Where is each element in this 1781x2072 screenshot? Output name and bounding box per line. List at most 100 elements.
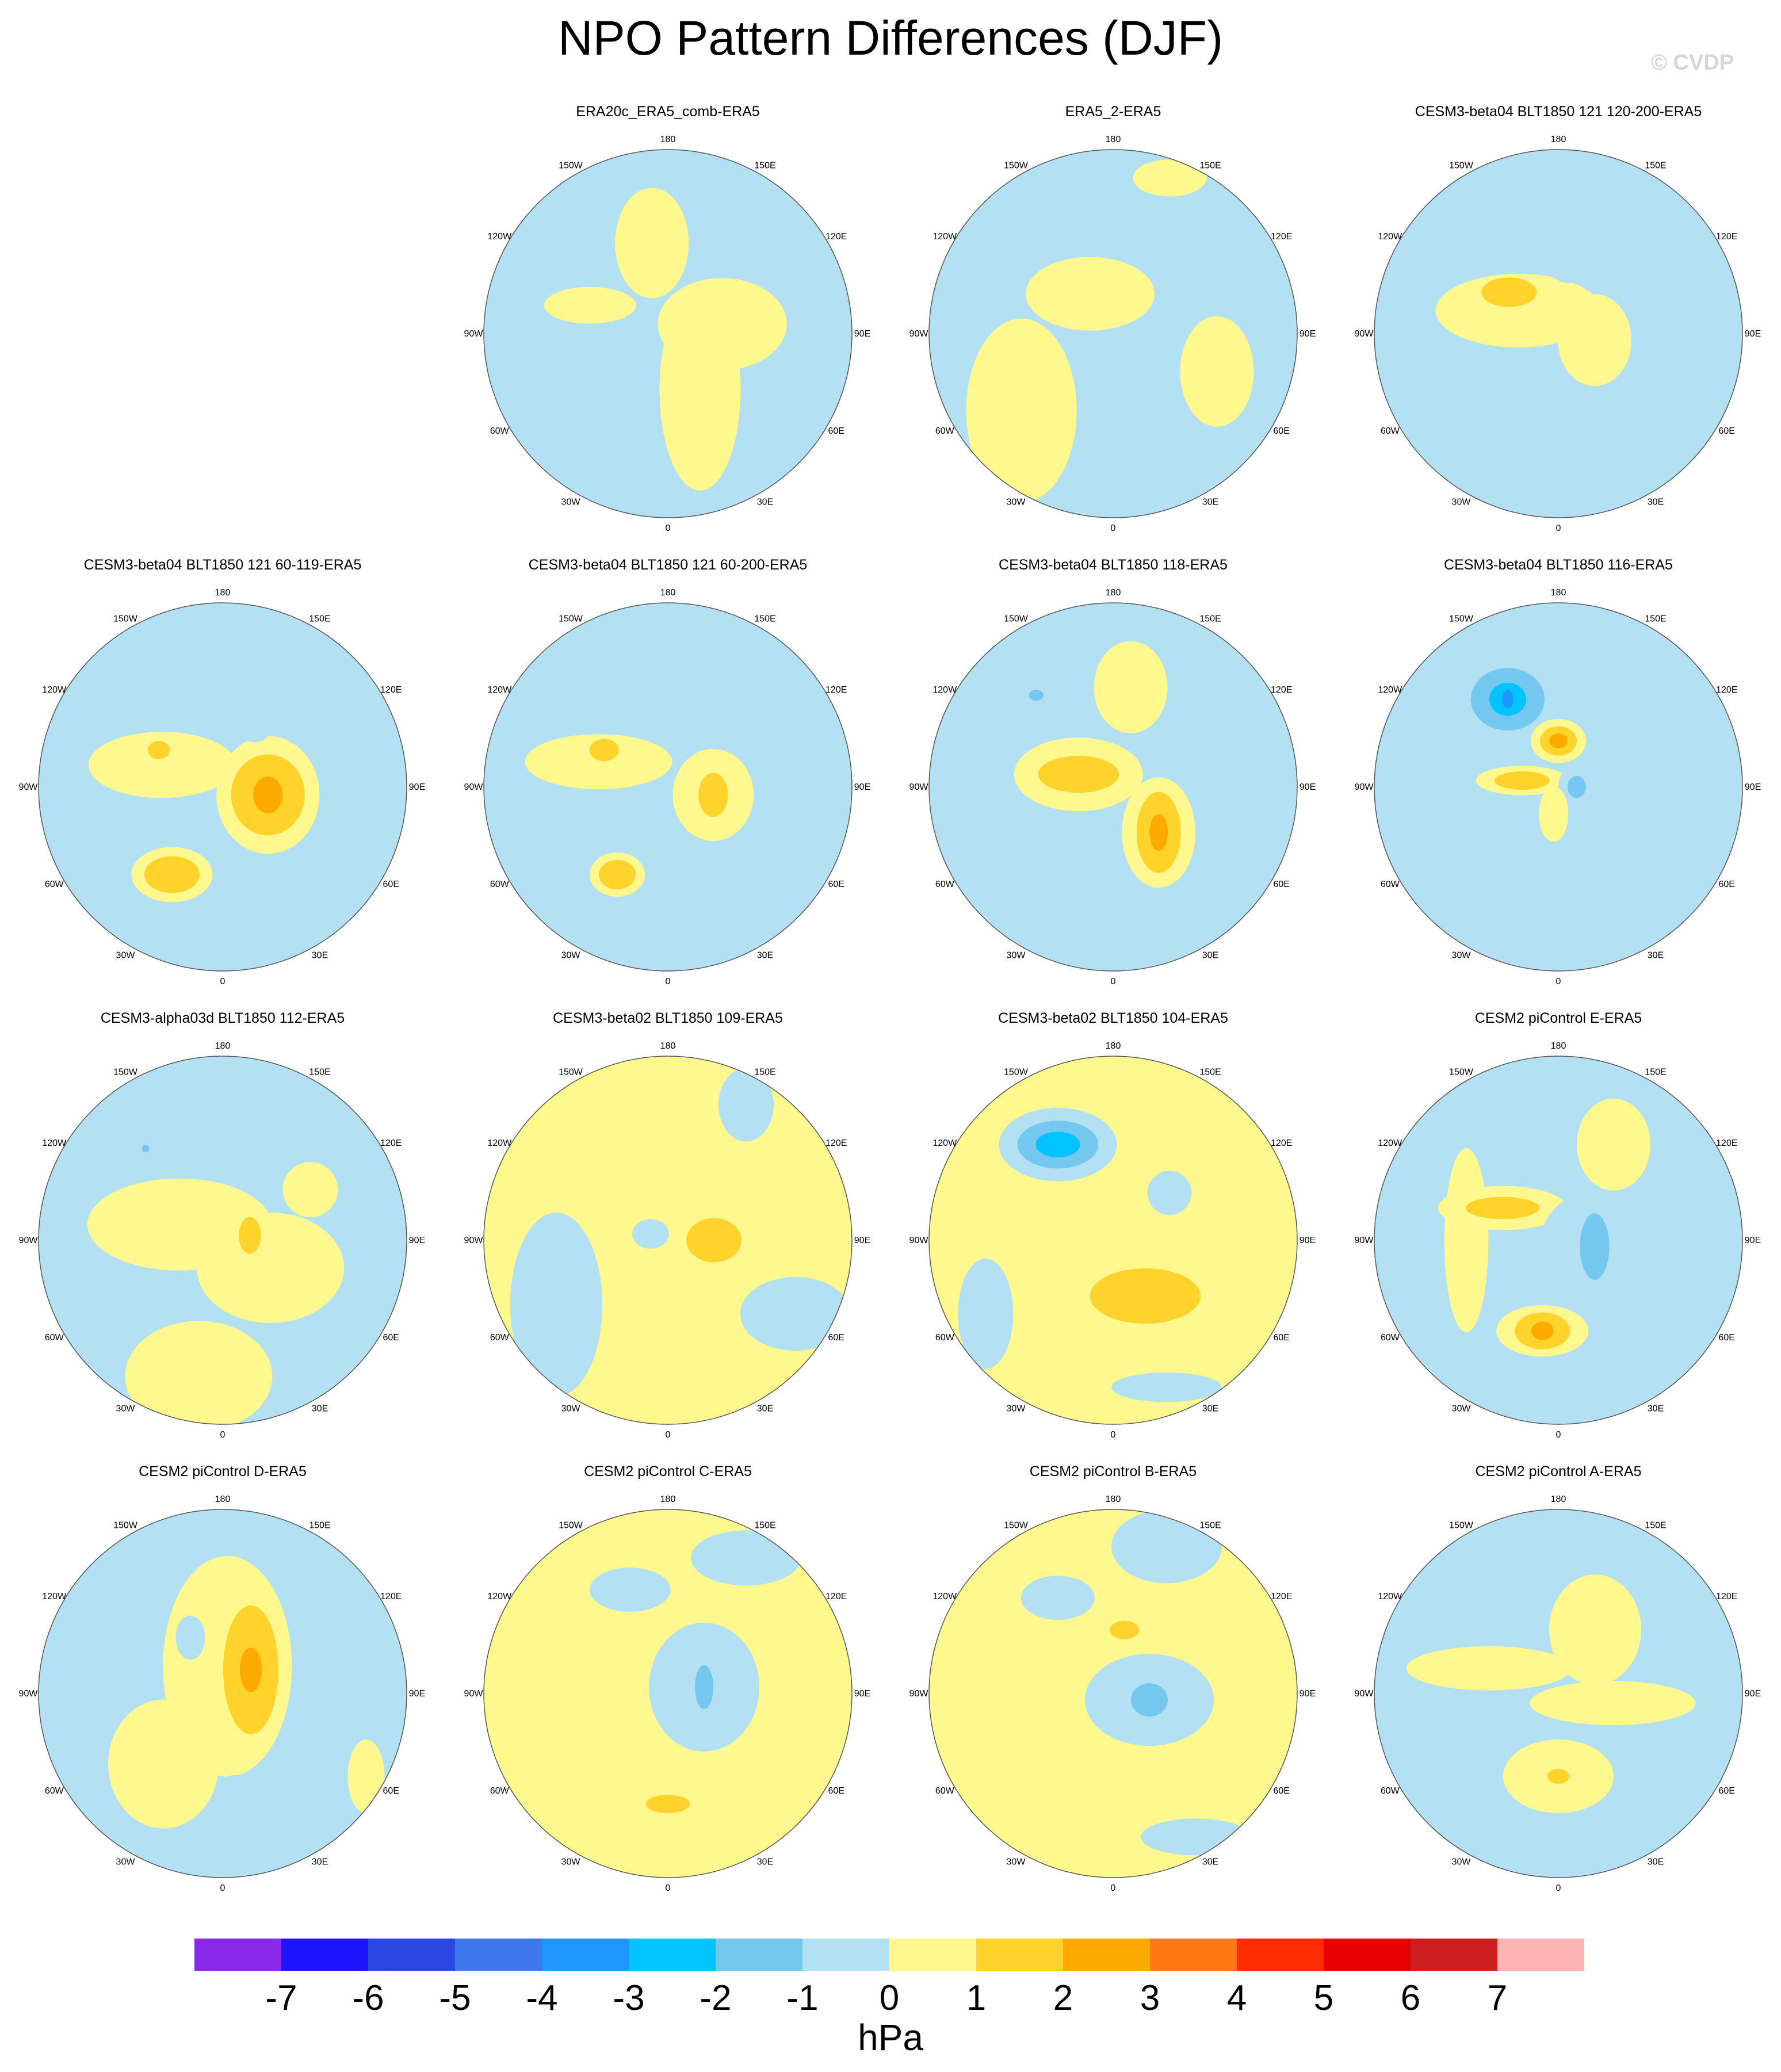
longitude-label: 0 xyxy=(666,1883,671,1893)
longitude-label: 120E xyxy=(825,1138,847,1148)
colorbar-swatch xyxy=(281,1939,368,1971)
longitude-label: 150W xyxy=(113,1520,138,1530)
longitude-label: 150W xyxy=(559,1520,583,1530)
anomaly-contour xyxy=(698,773,728,817)
polar-map: 180 150E 120E 90E 60E 30E 0 30W 60W 90W 120W 150W xyxy=(909,1041,1316,1440)
anomaly-contour xyxy=(695,1665,714,1710)
longitude-label: 180 xyxy=(1551,588,1566,598)
longitude-label: 30W xyxy=(561,498,581,507)
longitude-label: 120W xyxy=(932,232,957,242)
longitude-label: 60W xyxy=(45,1786,64,1796)
polar-map: 180 150E 120E 90E 60E 30E 0 30W 60W 90W 120W 150W xyxy=(1355,1494,1761,1893)
colorbar-swatch xyxy=(368,1939,455,1971)
panel-title: CESM3-beta04 BLT1850 121 60-200-ERA5 xyxy=(528,557,808,573)
anomaly-contour xyxy=(645,1795,690,1813)
longitude-label: 150W xyxy=(1004,1520,1029,1530)
anomaly-contour xyxy=(1549,1574,1641,1685)
longitude-label: 120E xyxy=(1716,1592,1737,1601)
colorbar-tick-label: -2 xyxy=(700,1978,731,2018)
anomaly-contour xyxy=(1531,1321,1554,1340)
longitude-label: 120E xyxy=(825,685,847,695)
longitude-label: 150E xyxy=(309,1520,330,1530)
longitude-label: 120E xyxy=(1271,1138,1292,1148)
longitude-label: 0 xyxy=(1556,977,1561,987)
longitude-label: 180 xyxy=(1106,135,1121,144)
anomaly-contour xyxy=(525,734,672,790)
longitude-label: 150E xyxy=(1645,614,1666,624)
longitude-label: 90E xyxy=(1745,1236,1761,1245)
longitude-label: 60E xyxy=(1273,426,1289,436)
anomaly-contour xyxy=(510,1213,603,1397)
longitude-label: 60E xyxy=(828,1333,844,1343)
longitude-label: 60W xyxy=(935,1333,955,1343)
longitude-label: 90E xyxy=(409,1236,425,1245)
longitude-label: 120W xyxy=(1378,1592,1402,1601)
longitude-label: 60W xyxy=(935,880,955,889)
anomaly-contour xyxy=(1133,159,1207,197)
anomaly-contour xyxy=(1094,641,1168,733)
longitude-label: 30E xyxy=(757,498,773,507)
longitude-label: 90E xyxy=(854,782,870,792)
map-panel: CESM3-beta02 BLT1850 109-ERA5 180 150E 120E… xyxy=(445,1010,890,1465)
map-boundary xyxy=(928,1056,1298,1425)
longitude-label: 180 xyxy=(1106,1041,1121,1051)
map-panel: CESM2 piControl B-ERA5 180 150E 120E 90E 60E 3… xyxy=(890,1463,1336,1918)
map-boundary xyxy=(38,1056,407,1425)
panel-title: CESM2 piControl D-ERA5 xyxy=(139,1463,307,1480)
anomaly-contour xyxy=(1026,257,1155,331)
anomaly-contour xyxy=(108,1699,219,1829)
anomaly-contour xyxy=(240,720,270,743)
colorbar-swatch xyxy=(1150,1939,1237,1971)
longitude-label: 90W xyxy=(464,1236,484,1245)
map-panel: CESM3-beta02 BLT1850 104-ERA5 180 150E 120E… xyxy=(890,1010,1336,1465)
longitude-label: 60E xyxy=(1718,1333,1734,1343)
longitude-label: 0 xyxy=(1111,1883,1116,1893)
longitude-label: 30W xyxy=(1452,1857,1472,1867)
anomaly-contour xyxy=(142,1145,150,1153)
colorbar-tick-label: 6 xyxy=(1401,1978,1420,2018)
longitude-label: 30E xyxy=(1202,951,1218,961)
map-boundary xyxy=(483,1056,853,1425)
longitude-label: 120W xyxy=(42,1138,67,1148)
polar-map: 180 150E 120E 90E 60E 30E 0 30W 60W 90W 120W 150W xyxy=(464,1041,871,1440)
longitude-label: 180 xyxy=(660,1494,676,1504)
longitude-label: 60E xyxy=(1273,1786,1289,1796)
longitude-label: 90E xyxy=(409,782,425,792)
colorbar-swatch xyxy=(1324,1939,1411,1971)
polar-map: 180 150E 120E 90E 60E 30E 0 30W 60W 90W 120W 150W xyxy=(909,1494,1316,1893)
anomaly-contour xyxy=(1551,257,1588,284)
anomaly-contour xyxy=(282,1162,338,1217)
longitude-label: 30E xyxy=(1202,1404,1218,1414)
colorbar-swatch xyxy=(802,1939,889,1971)
longitude-label: 60W xyxy=(45,880,64,889)
watermark: © CVDP xyxy=(1651,51,1734,75)
longitude-label: 90E xyxy=(1745,782,1761,792)
longitude-label: 90E xyxy=(1300,1236,1316,1245)
anomaly-background xyxy=(484,603,852,971)
anomaly-contour xyxy=(1481,277,1537,307)
anomaly-contour xyxy=(740,1277,851,1351)
colorbar-swatch xyxy=(542,1939,629,1971)
longitude-label: 30W xyxy=(561,951,581,961)
longitude-label: 30W xyxy=(1452,498,1472,507)
colorbar-tick-label: 3 xyxy=(1140,1978,1160,2018)
longitude-label: 60E xyxy=(828,426,844,436)
anomaly-contour xyxy=(125,1321,273,1424)
panel-title: CESM3-beta04 BLT1850 121 120-200-ERA5 xyxy=(1415,104,1702,120)
colorbar-tick-label: 7 xyxy=(1488,1978,1507,2018)
anomaly-contour xyxy=(632,1219,669,1249)
longitude-label: 120W xyxy=(1378,685,1402,695)
longitude-label: 90W xyxy=(19,1689,39,1699)
longitude-label: 90E xyxy=(1300,782,1316,792)
longitude-label: 60W xyxy=(1381,1333,1400,1343)
anomaly-contour xyxy=(239,1647,262,1692)
anomaly-contour xyxy=(1453,1098,1526,1143)
longitude-label: 150W xyxy=(1004,160,1029,170)
longitude-label: 60W xyxy=(1381,1786,1400,1796)
longitude-label: 90W xyxy=(464,782,484,792)
longitude-label: 90E xyxy=(854,1236,870,1245)
map-panel: CESM3-beta04 BLT1850 121 60-119-ERA5 180 1… xyxy=(0,557,445,1011)
longitude-label: 150E xyxy=(754,1067,775,1077)
colorbar-tick-label: -7 xyxy=(265,1978,297,2018)
longitude-label: 0 xyxy=(666,523,671,533)
